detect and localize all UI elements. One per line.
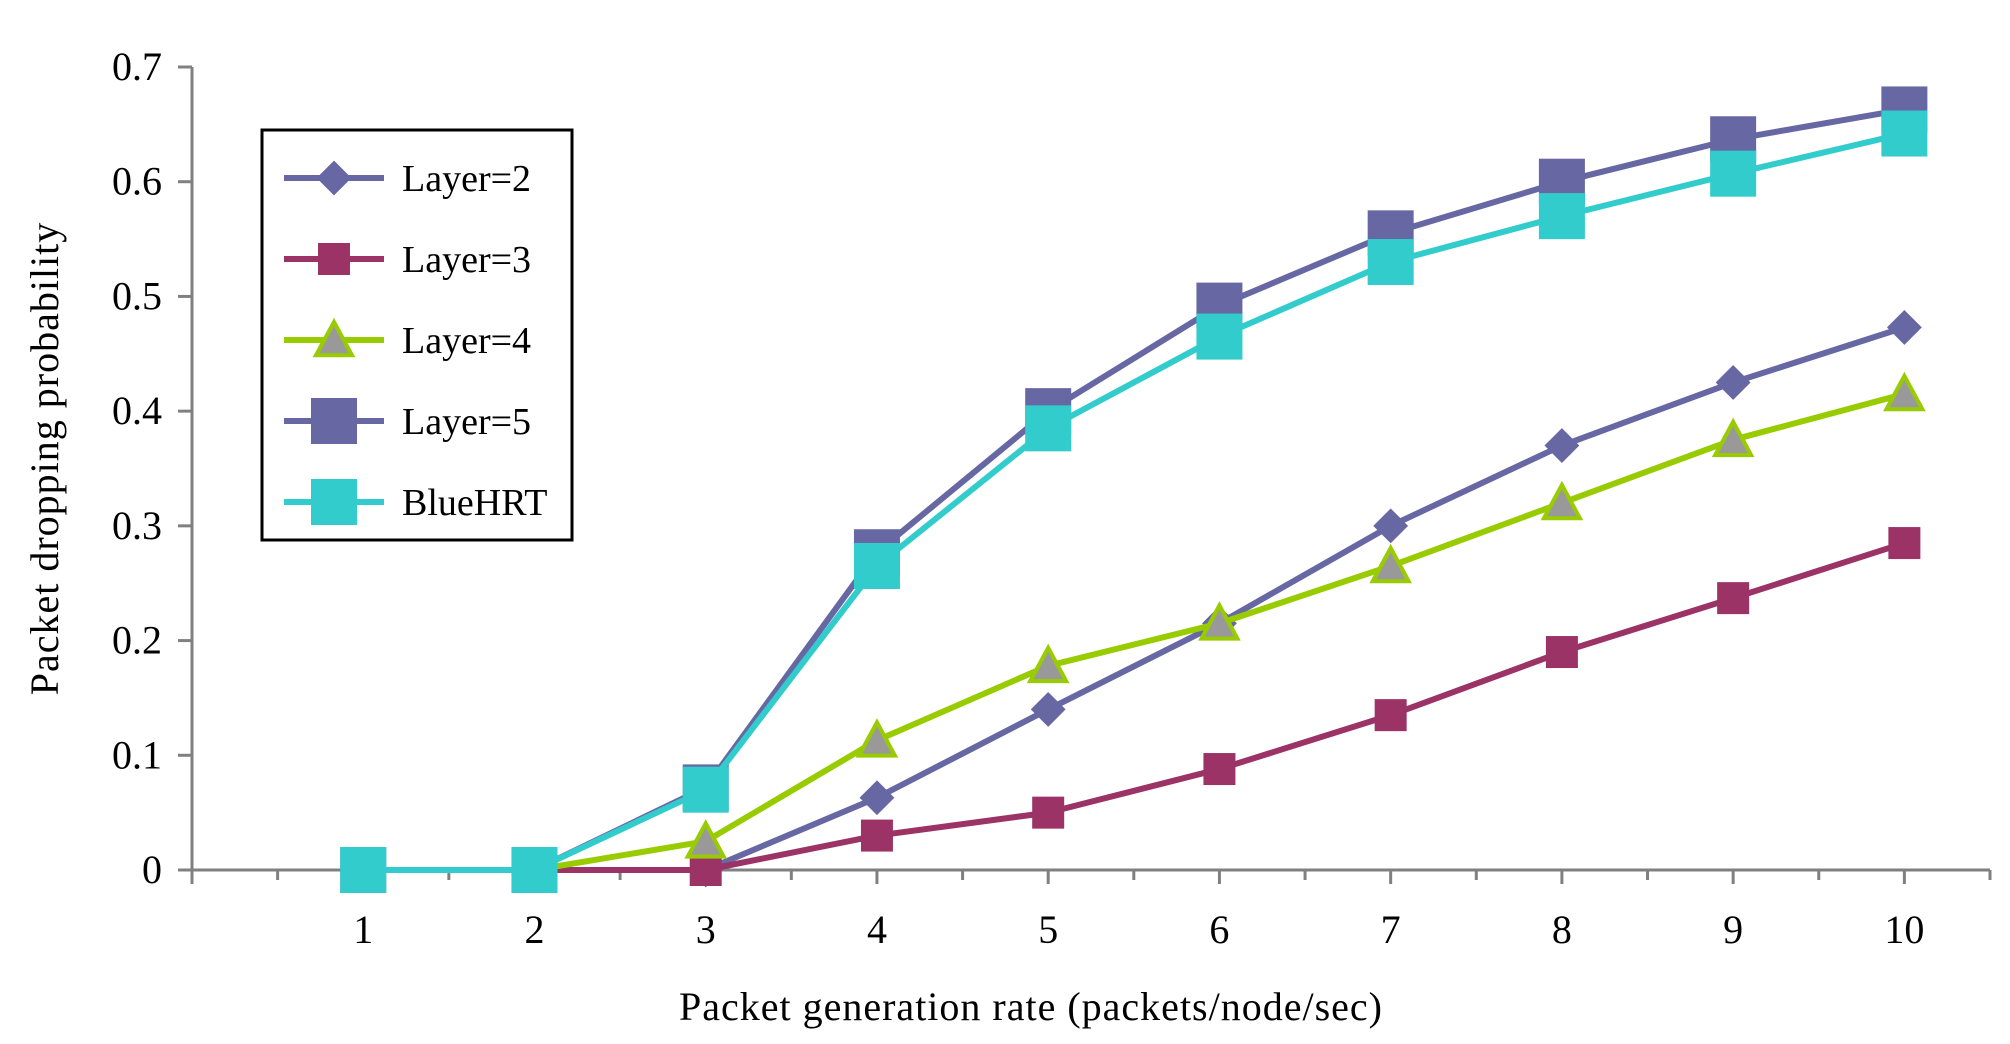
y-axis-title: Packet dropping probability bbox=[22, 222, 67, 696]
data-point bbox=[860, 819, 893, 852]
series-line bbox=[363, 130, 1906, 873]
y-tick-label: 0.4 bbox=[112, 388, 162, 433]
series-layer-2 bbox=[345, 309, 1922, 888]
legend-label: Layer=3 bbox=[402, 239, 531, 281]
series-bluehrt bbox=[340, 110, 1928, 893]
data-point bbox=[1544, 428, 1580, 463]
data-point bbox=[1369, 543, 1413, 584]
x-tick-label: 9 bbox=[1723, 907, 1743, 952]
data-point bbox=[853, 543, 900, 590]
data-point bbox=[1374, 699, 1407, 732]
y-tick-label: 0.3 bbox=[112, 503, 162, 548]
legend-box bbox=[260, 128, 574, 542]
x-tick-label: 7 bbox=[1381, 907, 1401, 952]
y-tick-label: 0.2 bbox=[112, 618, 162, 663]
data-point bbox=[1711, 417, 1755, 458]
data-point bbox=[1198, 601, 1241, 641]
data-point bbox=[340, 847, 387, 893]
data-point bbox=[682, 766, 729, 813]
x-axis-title: Packet generation rate (packets/node/sec… bbox=[679, 984, 1383, 1029]
y-tick-label: 0.1 bbox=[112, 732, 162, 777]
data-point bbox=[1196, 313, 1243, 360]
legend-swatch-marker bbox=[316, 160, 352, 196]
data-point bbox=[1545, 636, 1578, 669]
x-tick-label: 10 bbox=[1884, 907, 1924, 952]
x-tick-label: 2 bbox=[524, 907, 544, 952]
x-tick-labels: 1 2 3 4 5 6 7 8 9 10 bbox=[353, 907, 1924, 952]
legend-swatch-marker bbox=[311, 398, 357, 444]
legend-swatch-marker bbox=[311, 479, 357, 525]
data-point bbox=[1710, 150, 1757, 197]
data-point bbox=[1025, 405, 1072, 452]
legend-label: Layer=5 bbox=[402, 401, 531, 443]
plot-area bbox=[340, 86, 1928, 893]
series-layer-4 bbox=[341, 371, 1926, 888]
data-point bbox=[1540, 480, 1584, 521]
series-line bbox=[363, 106, 1905, 873]
legend-swatch-marker bbox=[312, 317, 356, 358]
data-point bbox=[689, 854, 722, 886]
data-point bbox=[1538, 193, 1585, 240]
data-point bbox=[684, 819, 728, 859]
data-point bbox=[1026, 643, 1070, 684]
x-tick-label: 3 bbox=[696, 907, 716, 952]
data-point bbox=[1367, 239, 1414, 286]
legend-swatch-marker bbox=[318, 243, 350, 275]
series-layer-3 bbox=[347, 527, 1921, 886]
data-point bbox=[1883, 371, 1926, 412]
y-tick-labels: 0 0.1 0.2 0.3 0.4 0.5 0.6 0.7 bbox=[112, 44, 162, 892]
legend-label: BlueHRT bbox=[402, 482, 548, 524]
y-tick-label: 0.6 bbox=[112, 159, 162, 204]
legend: Layer=2 Layer=3 Layer=4 Layer=5 BlueHRT bbox=[260, 128, 574, 542]
y-tick-label: 0.5 bbox=[112, 273, 162, 318]
x-tick-label: 8 bbox=[1552, 907, 1572, 952]
y-tick-label: 0.7 bbox=[112, 44, 162, 89]
y-tick-label: 0 bbox=[142, 847, 162, 892]
data-point bbox=[1715, 365, 1751, 400]
data-point bbox=[1030, 691, 1066, 727]
x-tick-label: 6 bbox=[1209, 907, 1229, 952]
x-tick-label: 4 bbox=[867, 907, 887, 952]
series-line bbox=[363, 391, 1906, 873]
data-point bbox=[1373, 508, 1409, 544]
data-point bbox=[1032, 796, 1065, 829]
data-point bbox=[1888, 527, 1921, 560]
legend-label: Layer=4 bbox=[402, 320, 531, 362]
series-line bbox=[363, 540, 1906, 873]
data-point bbox=[1881, 110, 1928, 157]
x-tick-label: 1 bbox=[353, 907, 373, 952]
data-point bbox=[859, 780, 895, 816]
data-point bbox=[1717, 582, 1750, 615]
x-tick-label: 5 bbox=[1038, 907, 1058, 952]
data-point bbox=[1203, 753, 1236, 786]
series-layer-5 bbox=[340, 86, 1928, 893]
data-point bbox=[1886, 309, 1922, 345]
legend-label: Layer=2 bbox=[402, 158, 531, 200]
data-point bbox=[511, 847, 558, 893]
data-point bbox=[855, 718, 899, 758]
